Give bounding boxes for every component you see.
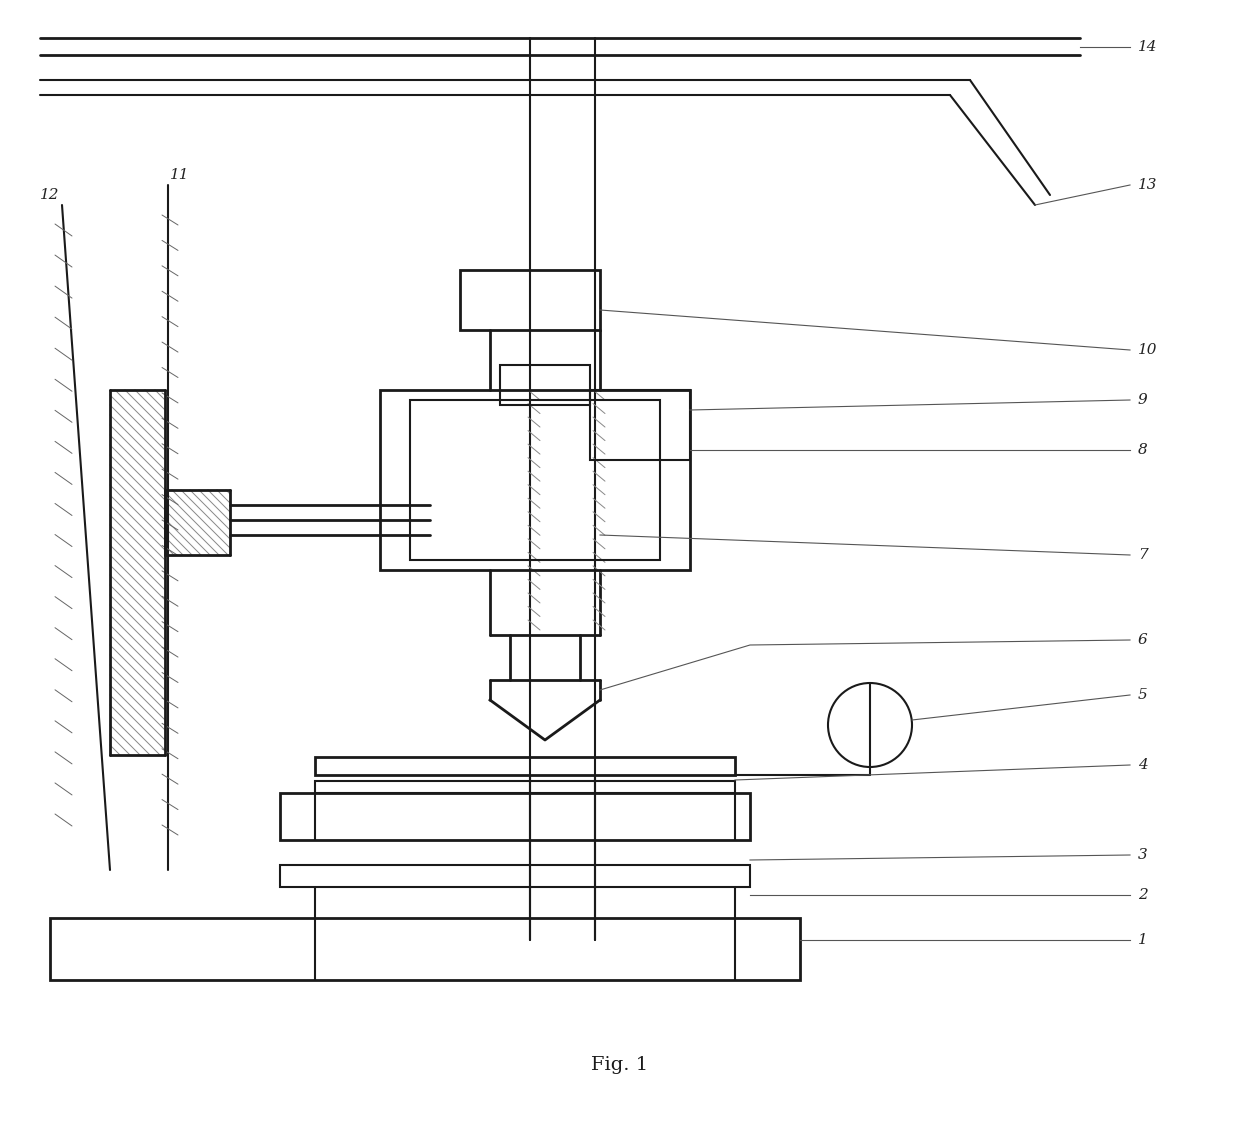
Text: 4: 4 <box>1138 758 1148 772</box>
Text: 12: 12 <box>40 188 60 201</box>
Text: 5: 5 <box>1138 688 1148 702</box>
Bar <box>280 794 750 840</box>
Text: 10: 10 <box>1138 343 1157 357</box>
Bar <box>500 365 590 405</box>
Bar <box>410 400 660 560</box>
Bar <box>315 757 735 775</box>
Text: 8: 8 <box>1138 443 1148 457</box>
Bar <box>315 781 735 794</box>
Text: 14: 14 <box>1138 40 1157 54</box>
Bar <box>280 865 750 887</box>
Bar <box>50 918 800 980</box>
Bar <box>590 391 689 460</box>
Bar <box>110 391 165 755</box>
Text: 3: 3 <box>1138 848 1148 861</box>
Bar <box>379 391 689 571</box>
Text: 7: 7 <box>1138 548 1148 561</box>
Bar <box>165 490 229 555</box>
Text: 2: 2 <box>1138 887 1148 902</box>
Text: 11: 11 <box>170 168 190 182</box>
Bar <box>460 271 600 331</box>
Text: Fig. 1: Fig. 1 <box>591 1056 649 1074</box>
Text: 6: 6 <box>1138 633 1148 648</box>
Text: 1: 1 <box>1138 933 1148 947</box>
Text: 9: 9 <box>1138 393 1148 408</box>
Text: 13: 13 <box>1138 178 1157 192</box>
